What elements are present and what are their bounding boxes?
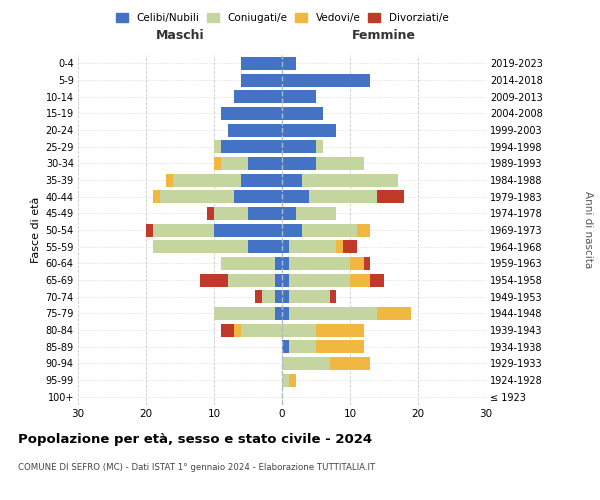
Bar: [173, 174, 241, 186]
Bar: [289, 307, 377, 320]
Bar: [275, 257, 282, 270]
Bar: [166, 174, 173, 186]
Bar: [241, 57, 282, 70]
Bar: [214, 207, 248, 220]
Bar: [316, 140, 323, 153]
Bar: [357, 224, 370, 236]
Bar: [289, 240, 337, 253]
Bar: [282, 124, 337, 136]
Bar: [221, 107, 282, 120]
Bar: [275, 307, 282, 320]
Bar: [153, 240, 248, 253]
Text: COMUNE DI SEFRO (MC) - Dati ISTAT 1° gennaio 2024 - Elaborazione TUTTITALIA.IT: COMUNE DI SEFRO (MC) - Dati ISTAT 1° gen…: [18, 462, 375, 471]
Bar: [275, 290, 282, 303]
Bar: [343, 240, 357, 253]
Bar: [262, 290, 275, 303]
Bar: [248, 207, 282, 220]
Y-axis label: Fasce di età: Fasce di età: [31, 197, 41, 263]
Bar: [221, 324, 235, 336]
Bar: [282, 257, 289, 270]
Bar: [160, 190, 235, 203]
Bar: [337, 240, 343, 253]
Bar: [289, 374, 296, 386]
Bar: [282, 324, 316, 336]
Bar: [282, 57, 296, 70]
Bar: [282, 357, 329, 370]
Bar: [377, 307, 411, 320]
Bar: [153, 190, 160, 203]
Bar: [282, 374, 289, 386]
Bar: [282, 190, 309, 203]
Bar: [221, 157, 248, 170]
Bar: [316, 324, 364, 336]
Bar: [302, 174, 398, 186]
Bar: [289, 274, 350, 286]
Bar: [282, 307, 289, 320]
Text: Anni di nascita: Anni di nascita: [583, 192, 593, 268]
Bar: [221, 140, 282, 153]
Bar: [214, 157, 221, 170]
Bar: [282, 240, 289, 253]
Bar: [316, 157, 364, 170]
Bar: [377, 190, 404, 203]
Bar: [282, 174, 302, 186]
Bar: [282, 340, 289, 353]
Bar: [214, 307, 275, 320]
Bar: [235, 324, 241, 336]
Bar: [350, 257, 364, 270]
Bar: [282, 140, 316, 153]
Legend: Celibi/Nubili, Coniugati/e, Vedovi/e, Divorziati/e: Celibi/Nubili, Coniugati/e, Vedovi/e, Di…: [113, 10, 451, 26]
Bar: [275, 274, 282, 286]
Text: Femmine: Femmine: [352, 28, 416, 42]
Bar: [289, 340, 316, 353]
Bar: [302, 224, 357, 236]
Bar: [227, 124, 282, 136]
Bar: [282, 107, 323, 120]
Bar: [227, 274, 275, 286]
Bar: [200, 274, 227, 286]
Bar: [248, 157, 282, 170]
Bar: [289, 290, 329, 303]
Bar: [248, 240, 282, 253]
Bar: [329, 290, 337, 303]
Bar: [282, 157, 316, 170]
Bar: [370, 274, 384, 286]
Bar: [214, 224, 282, 236]
Bar: [235, 190, 282, 203]
Bar: [235, 90, 282, 103]
Bar: [241, 74, 282, 86]
Bar: [214, 140, 221, 153]
Bar: [282, 90, 316, 103]
Bar: [329, 357, 370, 370]
Bar: [153, 224, 214, 236]
Bar: [282, 224, 302, 236]
Bar: [282, 207, 296, 220]
Bar: [316, 340, 364, 353]
Text: Maschi: Maschi: [155, 28, 205, 42]
Bar: [241, 174, 282, 186]
Bar: [241, 324, 282, 336]
Bar: [364, 257, 370, 270]
Bar: [255, 290, 262, 303]
Bar: [282, 290, 289, 303]
Bar: [289, 257, 350, 270]
Bar: [296, 207, 337, 220]
Text: Popolazione per età, sesso e stato civile - 2024: Popolazione per età, sesso e stato civil…: [18, 432, 372, 446]
Bar: [221, 257, 275, 270]
Bar: [282, 274, 289, 286]
Bar: [207, 207, 214, 220]
Bar: [146, 224, 153, 236]
Bar: [282, 74, 370, 86]
Bar: [309, 190, 377, 203]
Bar: [350, 274, 370, 286]
